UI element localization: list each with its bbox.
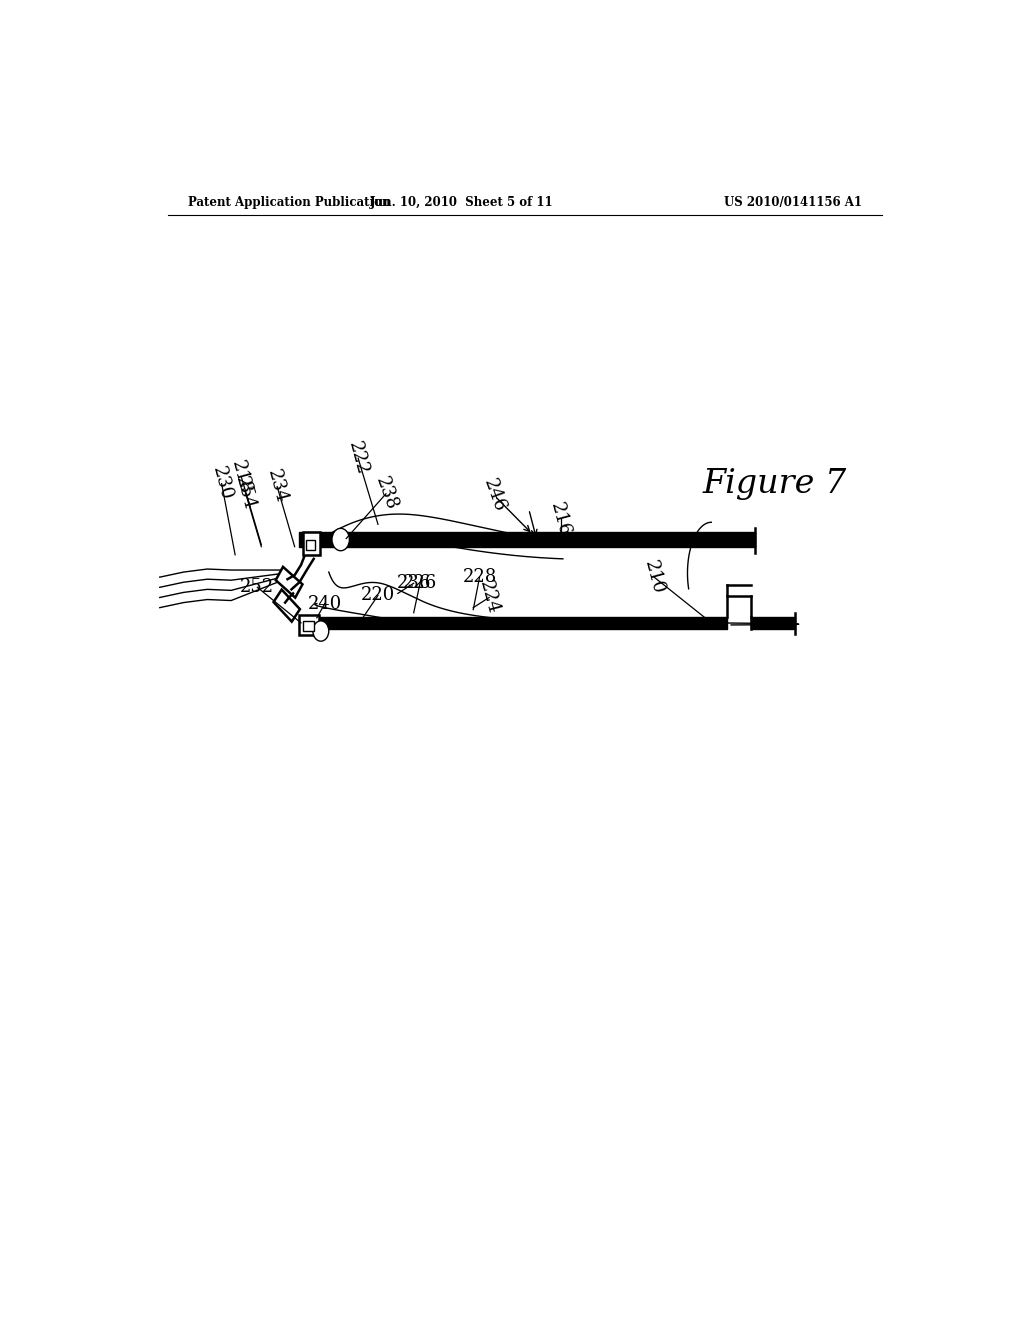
Text: 238: 238	[372, 475, 400, 513]
Text: 220: 220	[360, 586, 395, 605]
Text: 246: 246	[480, 477, 509, 515]
Bar	[303, 620, 314, 631]
Bar	[299, 615, 319, 635]
Text: 230: 230	[209, 465, 234, 503]
Text: 216: 216	[548, 500, 573, 539]
Bar	[306, 540, 315, 549]
Text: 254: 254	[232, 474, 259, 512]
Bar	[273, 590, 300, 622]
Text: 218: 218	[228, 458, 255, 496]
Bar	[275, 566, 302, 598]
Text: Jun. 10, 2010  Sheet 5 of 11: Jun. 10, 2010 Sheet 5 of 11	[370, 195, 553, 209]
Text: 210: 210	[641, 558, 668, 597]
Text: US 2010/0141156 A1: US 2010/0141156 A1	[724, 195, 862, 209]
Text: 252: 252	[241, 578, 274, 597]
Text: Figure 7: Figure 7	[702, 467, 847, 500]
Circle shape	[313, 620, 329, 642]
Text: Patent Application Publication: Patent Application Publication	[187, 195, 390, 209]
Text: 236: 236	[396, 574, 431, 593]
Circle shape	[332, 528, 349, 550]
Bar	[303, 532, 321, 554]
Text: 240: 240	[307, 594, 342, 612]
Text: 226: 226	[402, 574, 437, 593]
Text: 222: 222	[345, 440, 372, 477]
Text: 228: 228	[463, 568, 497, 586]
Text: 234: 234	[264, 467, 291, 506]
Text: 224: 224	[476, 578, 502, 616]
